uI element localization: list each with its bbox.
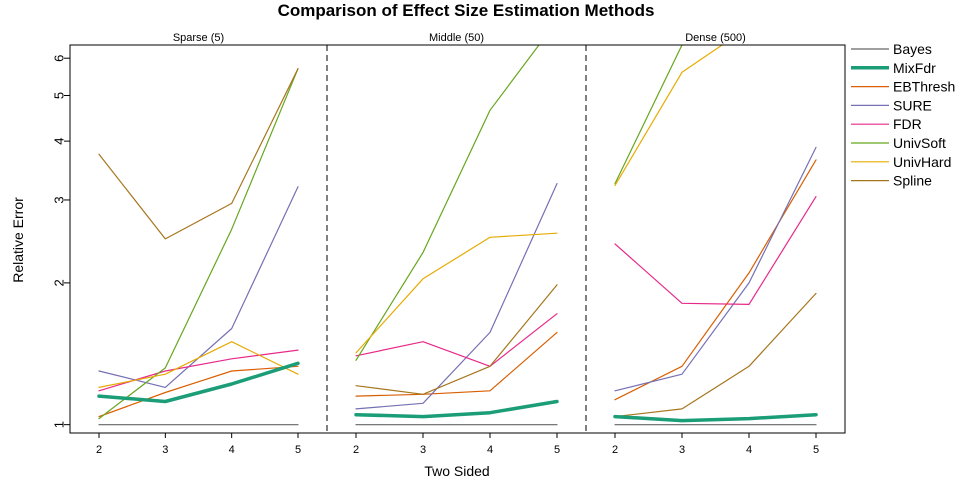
- series-line-univhard: [614, 45, 724, 187]
- y-tick-label: 3: [51, 196, 66, 203]
- series-line-ebthresh: [614, 159, 817, 401]
- panel-label: Sparse (5): [173, 32, 224, 44]
- x-tick-label: 2: [612, 444, 618, 456]
- legend-label: MixFdr: [893, 60, 936, 76]
- series-line-univsoft: [614, 45, 685, 185]
- series-line-sure: [614, 146, 817, 392]
- series-line-univsoft: [98, 68, 299, 420]
- panel-plot-area: [97, 68, 300, 426]
- y-axis-label: Relative Error: [10, 197, 26, 283]
- series-line-spline: [355, 284, 558, 395]
- panel-plot-area: [354, 45, 559, 426]
- series-line-sure: [355, 183, 558, 410]
- legend-label: UnivSoft: [893, 135, 946, 151]
- x-tick-label: 4: [229, 444, 235, 456]
- x-tick-label: 5: [554, 444, 560, 456]
- y-tick-label: 5: [51, 92, 66, 99]
- series-line-fdr: [614, 196, 817, 305]
- x-tick-label: 4: [746, 444, 752, 456]
- legend: Bayes MixFdr EBThresh SURE FDR UnivSoft UnivHa…: [851, 41, 955, 189]
- x-tick-label: 3: [162, 444, 168, 456]
- plot-marks: Sparse (5) 2 3 4 5 Middle (50) 2 3 4 5 Dense (500)…: [51, 32, 819, 456]
- x-tick-label: 4: [487, 444, 493, 456]
- chart-title: Comparison of Effect Size Estimation Met…: [278, 1, 655, 20]
- series-line-ebthresh: [98, 365, 299, 418]
- series-line-univsoft: [355, 45, 540, 361]
- series-line-mixfdr: [97, 361, 300, 404]
- x-tick-label: 2: [96, 444, 102, 456]
- y-tick-label: 6: [51, 55, 66, 62]
- x-tick-label: 5: [813, 444, 819, 456]
- plot-frame: [69, 44, 846, 434]
- y-tick-label: 2: [51, 279, 66, 286]
- panel-label: Middle (50): [429, 32, 484, 44]
- x-tick-label: 5: [295, 444, 301, 456]
- series-line-spline: [614, 292, 817, 418]
- series-line-mixfdr: [613, 412, 818, 423]
- x-axis-label: Two Sided: [424, 463, 489, 479]
- panel-label: Dense (500): [685, 32, 746, 44]
- x-tick-label: 2: [353, 444, 359, 456]
- series-line-spline: [98, 68, 299, 240]
- legend-label: Bayes: [893, 41, 932, 57]
- legend-label: Spline: [893, 173, 932, 189]
- panel-plot-area: [613, 45, 818, 426]
- series-line-ebthresh: [355, 331, 558, 397]
- series-line-mixfdr: [354, 399, 559, 419]
- legend-label: UnivHard: [893, 154, 951, 170]
- x-tick-label: 3: [679, 444, 685, 456]
- series-line-univhard: [355, 232, 558, 354]
- legend-label: EBThresh: [893, 79, 955, 95]
- series-line-fdr: [98, 349, 299, 392]
- legend-label: FDR: [893, 116, 922, 132]
- y-tick-label: 1: [51, 421, 66, 428]
- series-line-univhard: [98, 341, 299, 388]
- x-tick-label: 3: [420, 444, 426, 456]
- y-tick-label: 4: [51, 138, 66, 145]
- legend-label: SURE: [893, 97, 932, 113]
- series-line-fdr: [355, 313, 558, 367]
